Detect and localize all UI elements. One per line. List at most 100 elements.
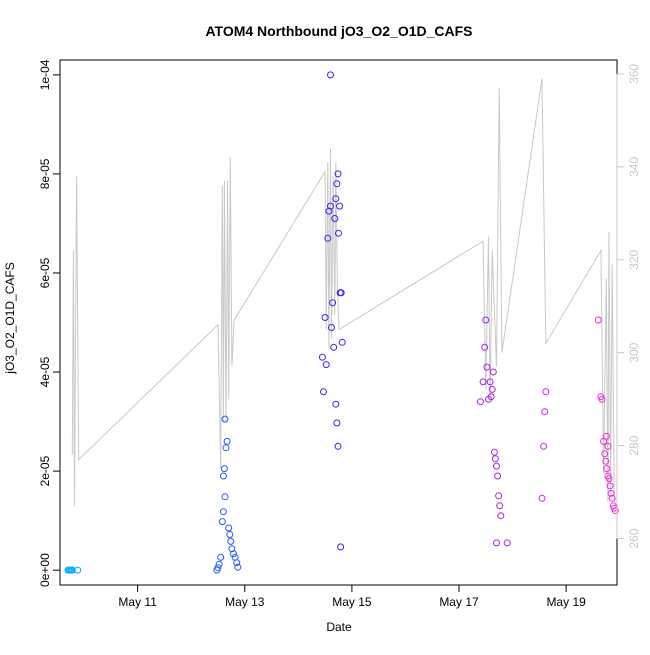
y-tick-label: 6e-05 (38, 257, 52, 288)
data-point (605, 475, 613, 482)
data-point (606, 482, 614, 490)
data-point (490, 448, 498, 456)
y-tick-label: 8e-05 (38, 158, 52, 189)
x-tick-label: May 11 (118, 595, 157, 609)
data-point (481, 343, 489, 351)
data-point (327, 71, 334, 79)
data-point (228, 545, 236, 553)
data-point (479, 378, 487, 386)
data-point (542, 388, 550, 396)
y2-tick-label: 260 (627, 528, 641, 548)
data-point (219, 508, 227, 516)
y2-tick-label: 280 (627, 435, 641, 455)
x-tick-label: May 13 (225, 595, 265, 609)
data-point (322, 361, 330, 369)
data-point (603, 465, 611, 473)
data-point (335, 229, 342, 237)
data-point (223, 437, 231, 445)
data-point (338, 338, 346, 346)
data-point (483, 363, 491, 371)
data-point (220, 465, 228, 473)
data-point (601, 450, 609, 458)
x-tick-label: May 19 (546, 595, 586, 609)
data-point (337, 543, 345, 551)
plot-area: May 11 May 13 May 15 May 17 May 19 0e+00 2e-05… (38, 59, 641, 609)
y-tick-label: 2e-05 (38, 455, 52, 486)
y2-tick-label: 320 (627, 249, 641, 269)
data-point (217, 553, 225, 561)
data-point (215, 560, 223, 568)
data-point (494, 472, 502, 480)
data-point (330, 343, 338, 351)
data-point (333, 180, 341, 188)
data-point (227, 537, 235, 545)
data-point (325, 207, 333, 215)
data-point (222, 444, 230, 452)
data-point (226, 531, 234, 538)
data-point (230, 550, 237, 558)
data-point (608, 494, 616, 502)
data-point (332, 400, 340, 408)
data-point (598, 395, 606, 403)
data-point (487, 393, 495, 401)
data-point (611, 507, 619, 515)
data-point (540, 442, 548, 450)
x-tick-label: May 17 (439, 595, 479, 609)
data-point (482, 316, 490, 324)
chart-title: ATOM4 Northbound jO3_O2_O1D_CAFS (205, 23, 472, 39)
y-tick-label: 4e-05 (38, 356, 52, 387)
data-point (491, 455, 499, 463)
data-point (320, 388, 327, 396)
data-point (538, 494, 546, 502)
data-point (219, 472, 227, 480)
data-point (607, 489, 615, 497)
data-point (594, 316, 602, 324)
data-point (495, 492, 503, 500)
data-point (476, 398, 484, 406)
y-tick-label: 0e+00 (38, 553, 52, 587)
y2-tick-label: 340 (627, 157, 641, 177)
data-point (74, 566, 82, 574)
data-point (233, 559, 241, 567)
data-point (604, 442, 612, 450)
data-point (541, 408, 549, 416)
data-point (214, 564, 222, 572)
temperature-line (71, 78, 615, 507)
data-point (602, 432, 610, 440)
data-point (331, 215, 339, 222)
x-tick-label: May 15 (332, 595, 372, 609)
y2-tick-label: 360 (627, 64, 641, 84)
data-point (497, 512, 505, 520)
data-point (493, 539, 500, 547)
x-axis-label: Date (326, 620, 352, 634)
data-point (337, 289, 345, 297)
data-point (225, 524, 233, 532)
data-point (328, 324, 335, 331)
data-point (332, 195, 340, 203)
data-point (493, 462, 500, 470)
data-point (602, 457, 610, 465)
data-point (486, 378, 494, 386)
data-point (221, 493, 229, 501)
y-axis-label: jO3_O2_O1D_CAFS (3, 262, 17, 374)
y2-tick-label: 300 (627, 342, 641, 362)
data-point (321, 314, 329, 321)
data-point (327, 202, 334, 210)
data-point (318, 353, 326, 361)
data-point (503, 539, 511, 547)
data-point (218, 518, 226, 526)
data-point (336, 202, 344, 210)
data-point (329, 299, 337, 307)
data-point (489, 368, 497, 376)
data-point (324, 234, 332, 242)
data-point (234, 563, 242, 571)
data-point (488, 385, 496, 393)
data-point (68, 566, 76, 574)
y-tick-label: 1e-04 (38, 59, 52, 90)
data-point (496, 502, 504, 510)
data-point (221, 415, 229, 423)
data-point (334, 170, 342, 178)
data-point (333, 419, 341, 427)
